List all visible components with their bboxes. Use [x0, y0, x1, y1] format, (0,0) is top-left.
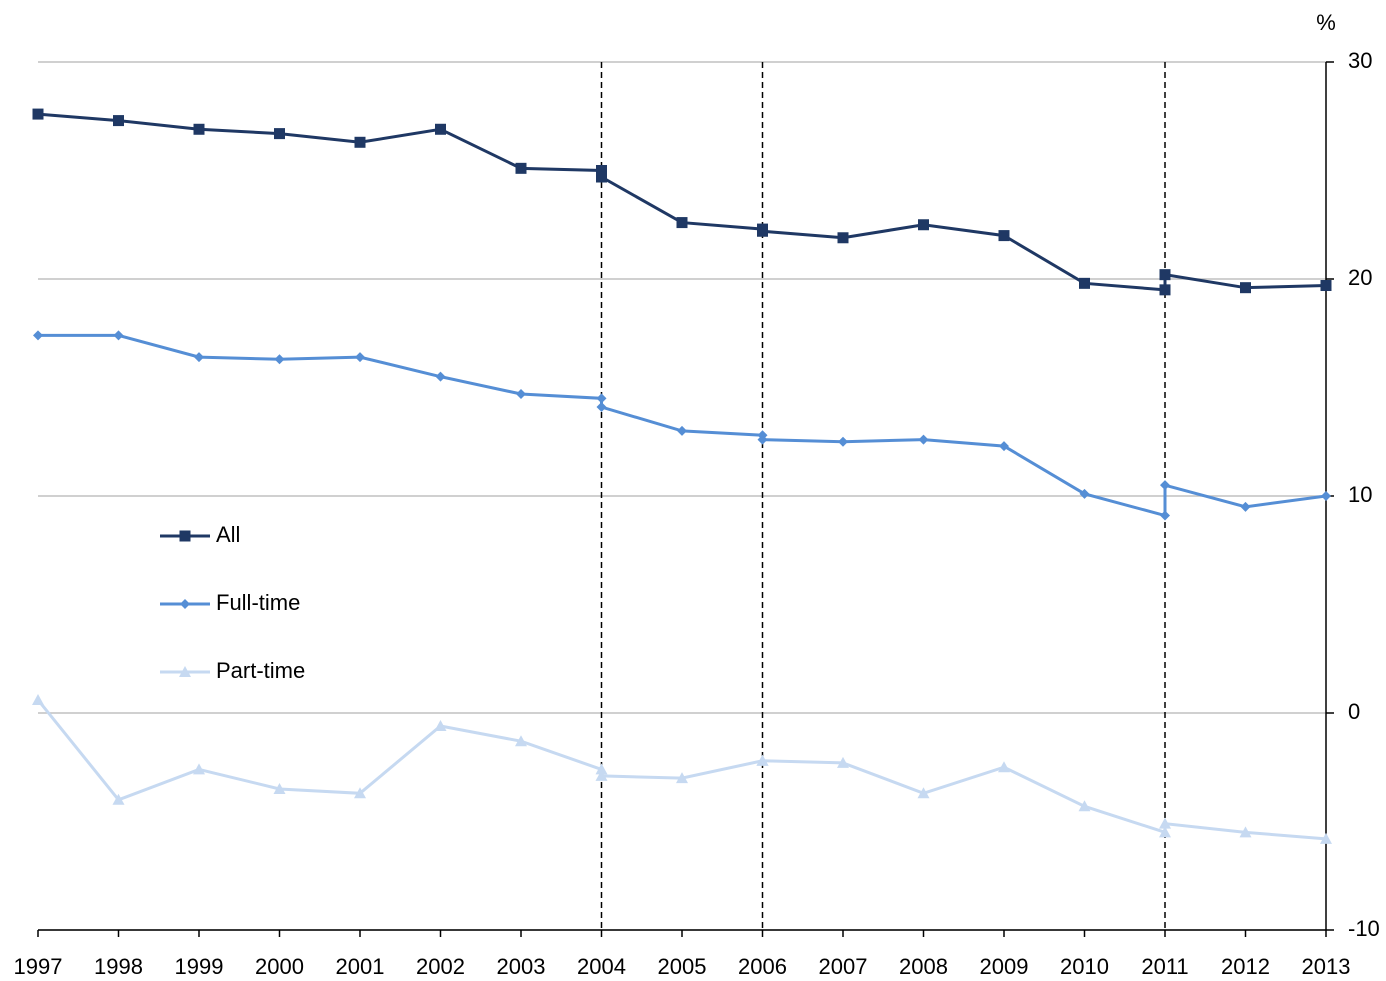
x-tick-label: 1997 — [14, 954, 63, 979]
x-tick-label: 2003 — [497, 954, 546, 979]
point — [596, 393, 607, 404]
point — [516, 389, 526, 400]
y-tick-label: 0 — [1348, 699, 1360, 724]
x-tick-label: 2007 — [819, 954, 868, 979]
x-tick-label: 2001 — [336, 954, 385, 979]
legend-marker — [180, 599, 190, 609]
point — [596, 165, 607, 176]
legend-marker — [179, 666, 191, 677]
point — [837, 756, 849, 768]
point — [273, 782, 286, 794]
point — [1078, 800, 1091, 812]
x-tick-label: 2010 — [1060, 954, 1109, 979]
point — [32, 693, 44, 705]
x-tick-label: 1999 — [175, 954, 224, 979]
point — [1240, 501, 1251, 512]
series-line — [37, 112, 1327, 292]
point — [677, 425, 687, 436]
point — [999, 441, 1009, 452]
y-tick-label: 20 — [1348, 265, 1372, 290]
legend-marker — [179, 530, 191, 542]
legend-label: All — [216, 522, 240, 547]
point — [355, 352, 365, 363]
point — [193, 123, 205, 135]
point — [1160, 480, 1170, 491]
x-tick-label: 2011 — [1141, 954, 1188, 979]
point — [1159, 817, 1171, 829]
point — [596, 402, 607, 413]
x-tick-label: 2005 — [658, 954, 707, 979]
point — [354, 136, 366, 148]
point — [595, 763, 608, 775]
point — [33, 330, 43, 341]
y-tick-label: 30 — [1348, 48, 1372, 73]
point — [515, 735, 527, 747]
point — [756, 754, 769, 766]
point — [596, 171, 607, 183]
point — [998, 761, 1010, 773]
x-tick-label: 2000 — [255, 954, 304, 979]
point — [1159, 826, 1171, 838]
legend-label: Part-time — [216, 658, 305, 683]
point — [917, 787, 930, 799]
point — [837, 232, 849, 244]
point — [274, 354, 285, 365]
series-line — [38, 333, 1327, 518]
point — [676, 772, 688, 784]
x-tick-label: 2002 — [416, 954, 465, 979]
y-axis-label: % — [1316, 10, 1336, 35]
point — [998, 230, 1010, 242]
x-tick-label: 2009 — [980, 954, 1029, 979]
point — [1321, 491, 1331, 501]
x-tick-label: 2008 — [899, 954, 948, 979]
x-tick-label: 2012 — [1221, 954, 1270, 979]
x-tick-label: 2004 — [577, 954, 626, 979]
point — [1240, 282, 1251, 294]
point — [274, 128, 285, 140]
point — [757, 225, 768, 237]
point — [32, 108, 44, 120]
point — [515, 162, 527, 174]
point — [354, 787, 366, 799]
y-tick-label: -10 — [1348, 916, 1380, 941]
point — [112, 793, 125, 805]
point — [595, 769, 608, 781]
point — [1160, 510, 1170, 521]
point — [838, 436, 848, 447]
point — [676, 217, 688, 229]
point — [194, 352, 204, 363]
series-line — [36, 699, 1327, 841]
point — [918, 434, 929, 445]
point — [1079, 488, 1090, 499]
point — [918, 219, 929, 231]
point — [435, 123, 446, 135]
point — [1159, 284, 1171, 296]
point — [113, 115, 124, 127]
y-tick-label: 10 — [1348, 482, 1372, 507]
point — [435, 371, 446, 382]
x-tick-label: 2013 — [1302, 954, 1351, 979]
point — [113, 330, 124, 341]
point — [1079, 277, 1090, 289]
point — [434, 720, 447, 732]
point — [1320, 280, 1332, 292]
x-tick-label: 2006 — [738, 954, 787, 979]
point — [193, 763, 205, 775]
x-tick-label: 1998 — [94, 954, 143, 979]
point — [757, 434, 768, 445]
legend-label: Full-time — [216, 590, 300, 615]
point — [1239, 826, 1252, 838]
point — [1320, 832, 1332, 844]
point — [1159, 269, 1171, 281]
